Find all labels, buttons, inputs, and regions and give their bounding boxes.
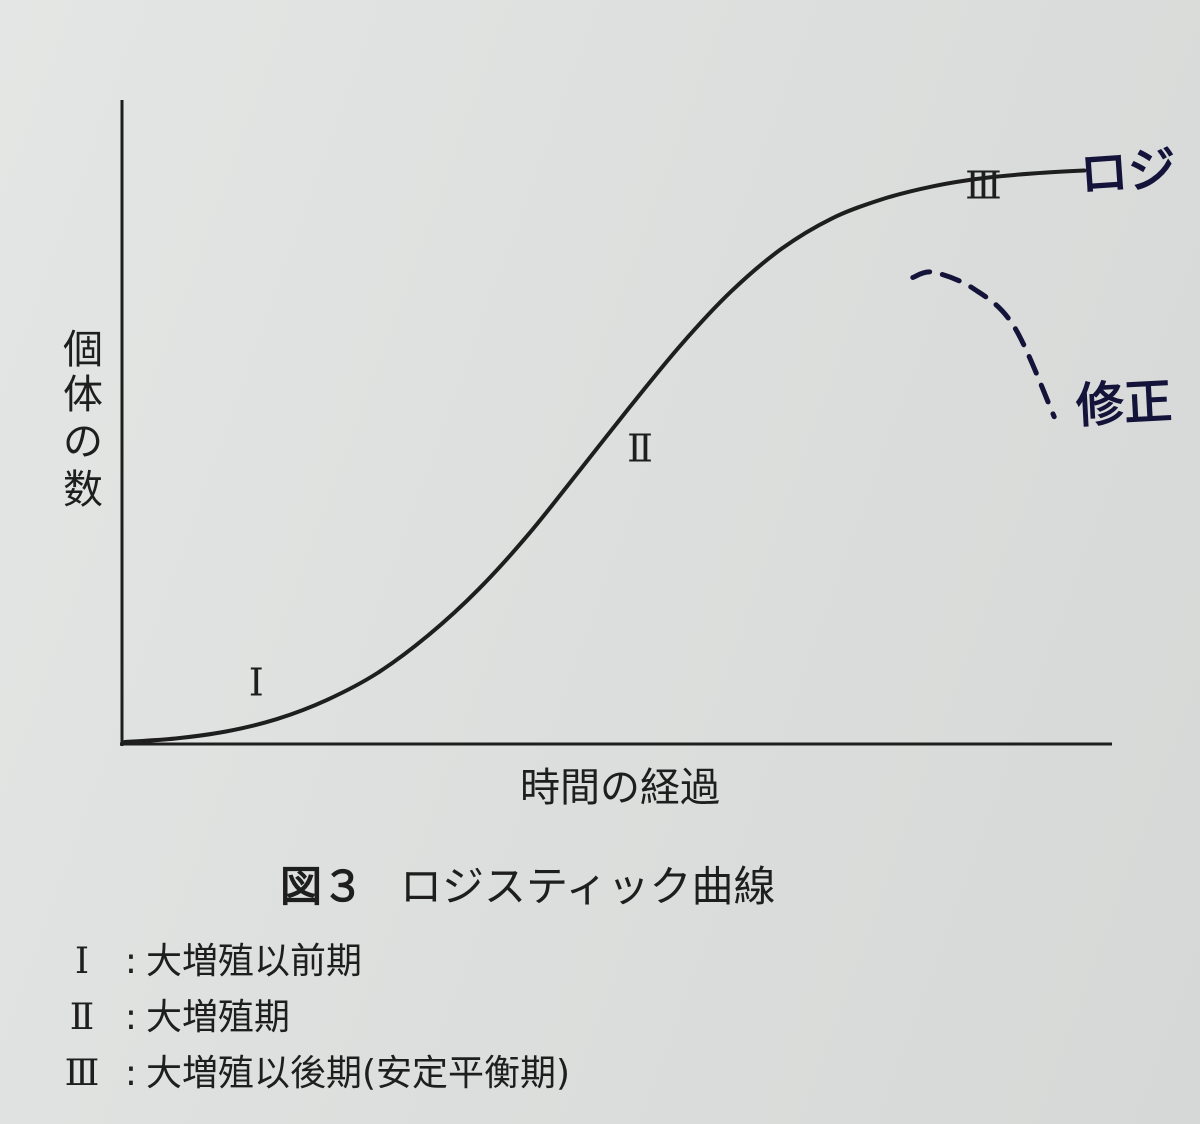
phase-label: Ⅰ	[249, 661, 264, 705]
legend-item: Ⅱ: 大増殖期	[48, 1000, 290, 1036]
legend-description: 大増殖以前期	[146, 941, 363, 982]
phase-label: Ⅱ	[627, 427, 653, 471]
y-axis-label-char: 体	[63, 372, 103, 418]
y-axis-label-char: の	[63, 419, 103, 465]
legend-description: 大増殖以後期(安定平衡期)	[146, 1053, 571, 1094]
x-axis-label: 時間の経過	[520, 765, 720, 811]
y-axis-label-char: 個	[63, 327, 103, 373]
handwritten-annotation: ロジ	[1078, 140, 1178, 204]
figure-caption: 図３ ロジスティック曲線	[280, 866, 940, 908]
y-axis-label-char: 数	[63, 467, 103, 513]
chart-title: ロジスティック曲線	[400, 862, 776, 911]
legend-number: Ⅱ	[69, 997, 95, 1038]
handwritten-annotation: 修正	[1074, 373, 1174, 435]
legend-number: Ⅲ	[64, 1053, 100, 1094]
series-layer	[123, 168, 1087, 744]
legend-item: Ⅰ: 大増殖以前期	[48, 944, 362, 980]
phase-label: Ⅲ	[965, 163, 1002, 207]
handdrawn-dashed-decline-line	[910, 269, 1057, 420]
legend-description: 大増殖期	[146, 997, 291, 1038]
phase-labels: Ⅰ Ⅱ Ⅲ	[249, 163, 1002, 704]
legend-item: Ⅲ: 大増殖以後期(安定平衡期)	[48, 1056, 570, 1092]
figure-number: 図３	[280, 862, 365, 911]
legend-number: Ⅰ	[74, 941, 90, 982]
logistic-curve-line	[123, 168, 1087, 744]
